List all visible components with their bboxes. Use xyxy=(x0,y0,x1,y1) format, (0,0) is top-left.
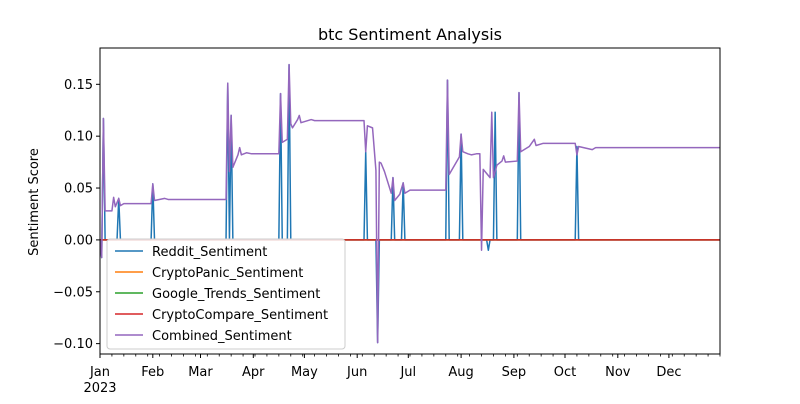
x-tick-label: Dec xyxy=(656,365,681,380)
x-tick-label: Mar xyxy=(188,365,213,380)
x-tick-label: Sep xyxy=(502,365,527,380)
y-tick-label: 0.15 xyxy=(64,78,93,93)
x-tick-label: Jan xyxy=(89,365,110,380)
y-axis-label: Sentiment Score xyxy=(27,148,42,256)
series-line-combined-sentiment xyxy=(100,63,720,344)
legend-label-combined-sentiment: Combined_Sentiment xyxy=(152,329,292,344)
x-tick-label: Aug xyxy=(448,365,473,380)
x-tick-label: Nov xyxy=(605,365,631,380)
legend-label-cryptocompare-sentiment: CryptoCompare_Sentiment xyxy=(152,308,328,323)
legend: Reddit_Sentiment CryptoPanic_Sentiment Goo… xyxy=(106,238,346,350)
legend-box xyxy=(106,238,346,350)
y-tick-label: 0.05 xyxy=(64,182,93,197)
y-tick-label: 0.00 xyxy=(64,233,93,248)
y-tick-label: −0.10 xyxy=(53,337,93,352)
y-tick-label: 0.10 xyxy=(64,130,93,145)
x-tick-label: May xyxy=(291,365,318,380)
y-tick-label: −0.05 xyxy=(53,285,93,300)
x-tick-label: Apr xyxy=(242,365,265,380)
chart-title: btc Sentiment Analysis xyxy=(318,25,502,44)
x-tick-label: Jul xyxy=(399,365,416,380)
legend-label-google-trends-sentiment: Google_Trends_Sentiment xyxy=(152,287,320,302)
legend-label-cryptopanic-sentiment: CryptoPanic_Sentiment xyxy=(152,266,303,281)
x-tick-label: Feb xyxy=(141,365,164,380)
x-tick-label: Oct xyxy=(554,365,576,380)
legend-label-reddit-sentiment: Reddit_Sentiment xyxy=(152,245,267,260)
x-tick-year-label: 2023 xyxy=(83,381,116,396)
x-tick-label: Jun xyxy=(346,365,367,380)
